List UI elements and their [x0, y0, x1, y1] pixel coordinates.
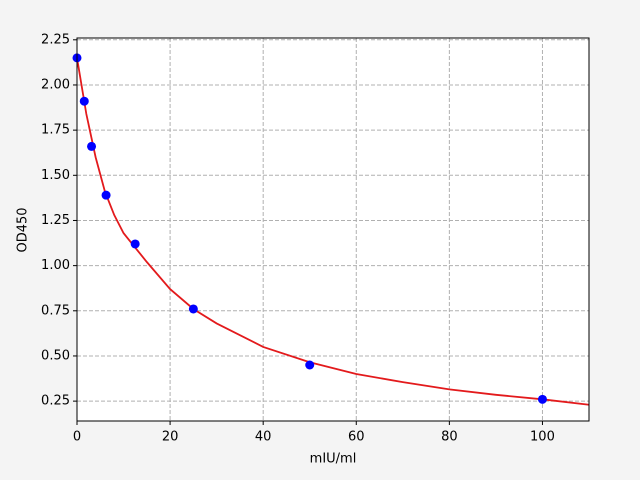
x-axis-label: mIU/ml: [310, 452, 357, 467]
y-tick-label: 2.25: [41, 32, 70, 47]
grid: [76, 38, 589, 421]
y-tick-label: 1.25: [41, 213, 70, 228]
data-point: [87, 141, 97, 151]
y-tick-label: 1.75: [41, 123, 70, 138]
marks: [72, 53, 590, 406]
x-tick-label: 80: [441, 430, 458, 445]
data-point: [101, 190, 111, 200]
y-tick-label: 2.00: [41, 77, 70, 92]
data-point: [130, 239, 140, 249]
y-tick-label: 1.00: [41, 258, 70, 273]
data-point: [537, 394, 547, 404]
fit-curve: [76, 57, 590, 406]
y-tick-label: 0.75: [41, 303, 70, 318]
y-tick-label: 0.50: [41, 348, 70, 363]
x-tick-label: 60: [348, 430, 365, 445]
y-tick-label: 1.50: [41, 168, 70, 183]
data-point: [305, 360, 315, 370]
x-tick-label: 0: [73, 430, 81, 445]
x-tick-label: 40: [255, 430, 272, 445]
plot-area: [77, 38, 589, 421]
plot-frame: [76, 37, 590, 422]
x-tick-label: 20: [162, 430, 179, 445]
data-point: [188, 304, 198, 314]
data-point: [79, 96, 89, 106]
x-tick-label: 100: [530, 430, 555, 445]
y-axis-label: OD450: [16, 207, 31, 252]
y-tick-label: 0.25: [41, 394, 70, 409]
